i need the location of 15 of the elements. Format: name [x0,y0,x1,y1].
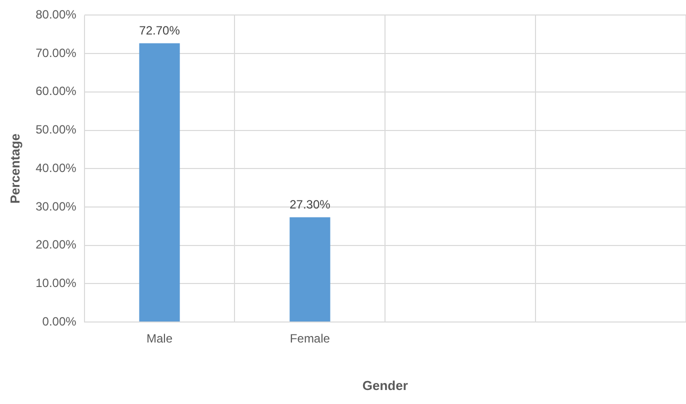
y-tick-label: 80.00% [36,8,77,22]
y-tick-label: 60.00% [36,84,77,98]
y-axis-title: Percentage [7,134,22,204]
data-label: 27.30% [290,198,331,212]
y-tick-label: 20.00% [36,238,77,252]
y-tick-label: 10.00% [36,276,77,290]
x-tick-label: Male [146,332,173,346]
y-tick-label: 40.00% [36,160,77,175]
x-tick-label: Female [290,332,330,346]
y-tick-label: 30.00% [36,199,77,214]
y-tick-label: 0.00% [42,314,77,328]
y-tick-label: 70.00% [36,46,77,60]
x-axis-title: Gender [362,378,408,393]
data-label: 72.70% [139,24,180,38]
y-tick-label: 50.00% [36,122,77,137]
